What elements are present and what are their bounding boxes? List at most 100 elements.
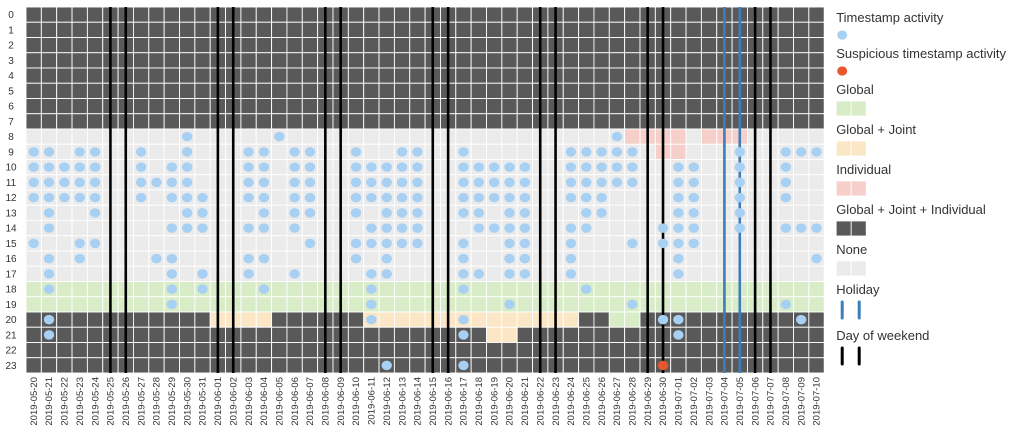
heatmap-cell [132, 52, 150, 69]
activity-dot [488, 223, 500, 233]
heatmap-cell [685, 67, 702, 84]
heatmap-cell [409, 281, 426, 298]
heatmap-cell [148, 67, 165, 84]
heatmap-cell [363, 204, 380, 221]
heatmap-cell [56, 281, 73, 298]
heatmap-cell [86, 128, 104, 145]
activity-dot [734, 223, 745, 233]
heatmap-cell [255, 82, 273, 99]
date-tick-label: 2019-06-04 [259, 377, 270, 426]
heatmap-cell [593, 98, 610, 115]
date-tick-label: 2019-06-22 [535, 377, 546, 426]
heatmap-cell [685, 98, 702, 115]
heatmap-cell [624, 21, 641, 38]
heatmap-cell [409, 67, 426, 84]
date-tick-label: 2019-07-04 [720, 377, 731, 426]
heatmap-cell [808, 52, 825, 69]
activity-dot [412, 147, 423, 157]
heatmap-cell [501, 21, 518, 38]
heatmap-cell [86, 220, 104, 237]
heatmap-cell [148, 189, 165, 206]
activity-dot [734, 208, 745, 218]
activity-dot [673, 177, 684, 188]
heatmap-cell [455, 296, 472, 313]
activity-dot [657, 314, 669, 325]
heatmap-cell [593, 265, 610, 282]
heatmap-cell [240, 204, 257, 221]
heatmap-cell [301, 250, 319, 267]
heatmap-cell [608, 113, 626, 130]
heatmap-cell [501, 342, 518, 359]
hour-tick-label: 2 [8, 41, 14, 52]
heatmap-cell [393, 250, 411, 267]
activity-dot [381, 269, 392, 279]
heatmap-cell [347, 342, 365, 359]
activity-dot [89, 147, 101, 157]
heatmap-cell [624, 326, 641, 343]
heatmap-cell [271, 21, 288, 38]
activity-dot [458, 162, 469, 172]
heatmap-cell [670, 67, 687, 84]
heatmap-cell [255, 21, 273, 38]
heatmap-cell [40, 113, 58, 130]
activity-dot [458, 177, 469, 188]
heatmap-cell [624, 265, 641, 282]
activity-dot [381, 192, 392, 203]
activity-dot [596, 162, 607, 172]
heatmap-cell [301, 113, 319, 130]
heatmap-cell [393, 37, 411, 54]
heatmap-cell [132, 250, 150, 267]
activity-dot [611, 131, 623, 142]
heatmap-cell [593, 326, 610, 343]
heatmap-cell [25, 357, 42, 374]
heatmap-cell [516, 311, 534, 328]
heatmap-cell [624, 67, 641, 84]
heatmap-cell [685, 82, 702, 99]
date-tick-label: 2019-06-10 [351, 377, 362, 426]
date-tick-label: 2019-06-11 [367, 377, 378, 425]
activity-dot [74, 147, 85, 157]
heatmap-cell [378, 82, 395, 99]
heatmap-cell [255, 357, 273, 374]
legend-swatch-none [850, 260, 867, 277]
heatmap-cell [179, 113, 196, 130]
hour-tick-label: 3 [8, 56, 14, 67]
heatmap-cell [516, 113, 534, 130]
heatmap-cell [793, 159, 810, 176]
heatmap-cell [163, 21, 180, 38]
heatmap-cell [470, 235, 487, 252]
heatmap-cell [700, 357, 718, 374]
heatmap-cell [71, 67, 88, 84]
activity-dot [412, 177, 423, 188]
heatmap-cell [194, 6, 211, 23]
heatmap-cell [455, 128, 472, 145]
heatmap-cell [685, 52, 702, 69]
heatmap-cell [700, 52, 718, 69]
heatmap-cell [286, 82, 303, 99]
heatmap-cell [301, 52, 319, 69]
activity-dot [458, 253, 469, 264]
hour-tick-label: 7 [8, 117, 14, 128]
heatmap-cell [148, 296, 165, 313]
activity-dot [795, 314, 807, 325]
activity-dot [504, 238, 515, 249]
activity-dot [565, 238, 577, 249]
activity-dot [780, 177, 792, 188]
heatmap-cell [486, 311, 503, 328]
heatmap-cell [378, 37, 395, 54]
activity-dot [181, 223, 193, 233]
activity-dot [504, 269, 515, 279]
heatmap-cell [593, 6, 610, 23]
heatmap-cell [148, 220, 165, 237]
heatmap-cell [578, 311, 595, 328]
heatmap-cell [363, 67, 380, 84]
heatmap-cell [194, 159, 211, 176]
heatmap-cell [25, 52, 42, 69]
legend-label-weekend: Day of weekend [836, 328, 929, 343]
heatmap-cell [148, 128, 165, 145]
heatmap-cell [378, 326, 395, 343]
heatmap-cell [793, 52, 810, 69]
heatmap-cell [793, 37, 810, 54]
hour-tick-label: 20 [5, 315, 17, 326]
